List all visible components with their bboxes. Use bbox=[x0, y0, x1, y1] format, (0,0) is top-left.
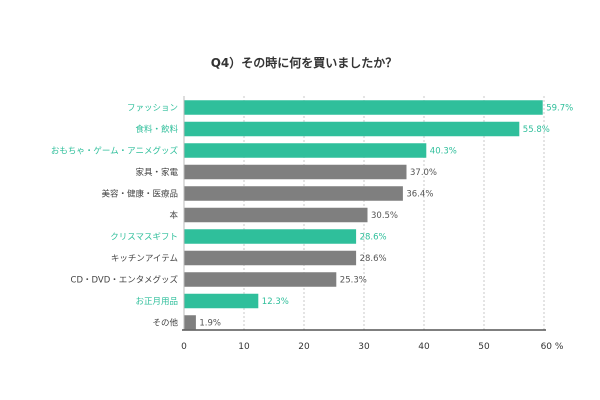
x-tick-label-4: 40 bbox=[418, 342, 430, 352]
bar-6 bbox=[184, 229, 357, 244]
x-tick-label-2: 20 bbox=[298, 342, 310, 352]
bar-0 bbox=[184, 100, 543, 115]
category-label-3: 家具・家電 bbox=[135, 167, 178, 178]
x-tick-label-6: 60 % bbox=[541, 342, 564, 352]
bar-9 bbox=[184, 293, 259, 309]
x-tick-label-5: 50 bbox=[478, 342, 490, 352]
category-label-10: その他 bbox=[152, 318, 178, 329]
value-label-10: 1.9% bbox=[199, 319, 221, 329]
bar-7 bbox=[184, 250, 357, 266]
bar-1 bbox=[184, 121, 520, 137]
value-label-9: 12.3% bbox=[262, 297, 289, 307]
bar-4 bbox=[184, 186, 403, 201]
value-label-8: 25.3% bbox=[340, 276, 367, 286]
x-axis-ticks: 0 10 20 30 40 50 60 % bbox=[181, 342, 564, 352]
value-label-7: 28.6% bbox=[360, 254, 387, 264]
category-label-8: CD・DVD・エンタメグッズ bbox=[71, 275, 179, 286]
x-tick-label-3: 30 bbox=[358, 342, 370, 352]
category-label-2: おもちゃ・ゲーム・アニメグッズ bbox=[51, 146, 179, 157]
category-label-6: クリスマスギフト bbox=[110, 233, 178, 243]
x-tick-label-0: 0 bbox=[181, 342, 187, 352]
value-label-6: 28.6% bbox=[360, 233, 387, 243]
category-label-9: お正月用品 bbox=[135, 297, 178, 307]
value-label-2: 40.3% bbox=[430, 147, 457, 157]
value-label-4: 36.4% bbox=[406, 190, 433, 200]
value-label-0: 59.7% bbox=[546, 104, 573, 114]
value-label-5: 30.5% bbox=[371, 211, 398, 221]
category-label-5: 本 bbox=[169, 210, 178, 221]
bar-8 bbox=[184, 272, 337, 287]
value-labels: 59.7% 55.8% 40.3% 37.0% 36.4% 30.5% 28.6% 28.6%… bbox=[199, 104, 573, 329]
bar-2 bbox=[184, 143, 427, 158]
bars bbox=[184, 100, 543, 330]
chart-title: Q4）その時に何を買いましたか？ bbox=[211, 55, 398, 70]
bar-3 bbox=[184, 164, 407, 180]
category-label-4: 美容・健康・医療品 bbox=[101, 189, 178, 200]
value-label-1: 55.8% bbox=[523, 125, 550, 135]
category-label-7: キッチンアイテム bbox=[111, 254, 178, 264]
category-label-1: 食料・飲料 bbox=[135, 124, 178, 135]
x-tick-label-1: 10 bbox=[238, 342, 250, 352]
value-label-3: 37.0% bbox=[410, 168, 437, 178]
category-label-0: ファッション bbox=[127, 104, 178, 114]
category-labels: ファッション食料・飲料おもちゃ・ゲーム・アニメグッズ家具・家電美容・健康・医療品… bbox=[51, 104, 179, 329]
bar-10 bbox=[184, 315, 196, 330]
bar-5 bbox=[184, 207, 368, 223]
